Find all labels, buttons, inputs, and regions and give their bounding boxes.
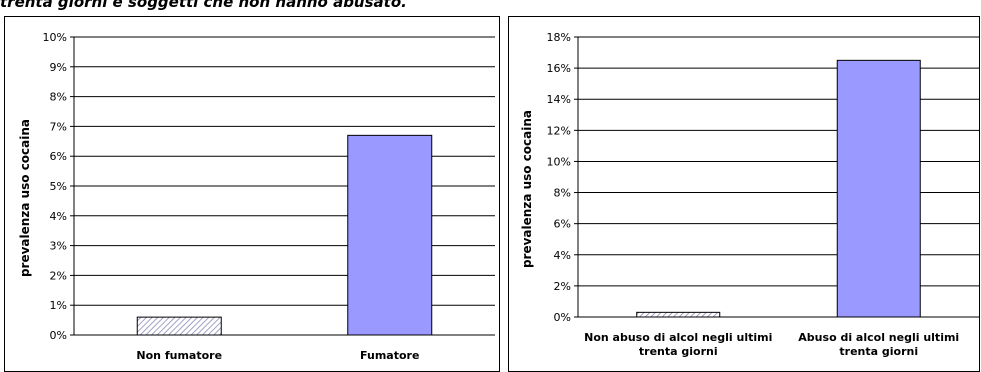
bar	[836, 59, 921, 318]
y-tick-label: 2%	[50, 269, 67, 282]
y-tick-label: 1%	[50, 299, 67, 312]
bar	[136, 316, 222, 336]
chart-panel-smoking: 0% 1% 2% 3% 4% 5% 6% 7% 8% 9% 10% Non fumatore Fumat…	[4, 16, 500, 372]
y-axis-title: prevalenza uso cocaina	[520, 110, 534, 268]
y-tick-label: 10%	[43, 31, 67, 44]
y-tick-label: 3%	[50, 240, 67, 253]
y-tick-label: 9%	[50, 61, 67, 74]
x-category-label: Non abuso di alcol negli ultimi	[584, 331, 772, 344]
x-category-label: trenta giorni	[639, 345, 718, 358]
y-tick-label: 0%	[554, 311, 571, 324]
x-category-label: Non fumatore	[136, 349, 222, 362]
chart-alcohol: 0% 2% 4% 6% 8% 10% 12% 14% 16% 18% Non abuso di al…	[520, 31, 979, 358]
bar	[636, 311, 721, 318]
y-tick-label: 0%	[50, 329, 67, 342]
y-tick-label: 4%	[554, 249, 571, 262]
chart-smoking: 0% 1% 2% 3% 4% 5% 6% 7% 8% 9% 10% Non fumatore Fumat…	[18, 31, 495, 362]
y-tick-label: 16%	[547, 62, 571, 75]
y-tick-label: 8%	[50, 91, 67, 104]
bar	[347, 134, 433, 336]
y-tick-label: 10%	[547, 155, 571, 168]
x-category-label: Abuso di alcol negli ultimi	[798, 331, 959, 344]
x-category-label: trenta giorni	[839, 345, 918, 358]
y-tick-label: 6%	[554, 218, 571, 231]
y-tick-label: 4%	[50, 210, 67, 223]
y-tick-label: 2%	[554, 280, 571, 293]
x-category-label: Fumatore	[360, 349, 419, 362]
y-tick-label: 8%	[554, 187, 571, 200]
y-tick-label: 6%	[50, 150, 67, 163]
chart-panel-alcohol: 0% 2% 4% 6% 8% 10% 12% 14% 16% 18% Non abuso di al…	[508, 16, 980, 372]
page-heading: trenta giorni e soggetti che non hanno a…	[0, 0, 407, 11]
y-tick-label: 14%	[547, 93, 571, 106]
y-tick-label: 5%	[50, 180, 67, 193]
y-tick-label: 12%	[547, 124, 571, 137]
y-tick-label: 7%	[50, 120, 67, 133]
y-axis-title: prevalenza uso cocaina	[18, 119, 32, 277]
y-tick-label: 18%	[547, 31, 571, 44]
